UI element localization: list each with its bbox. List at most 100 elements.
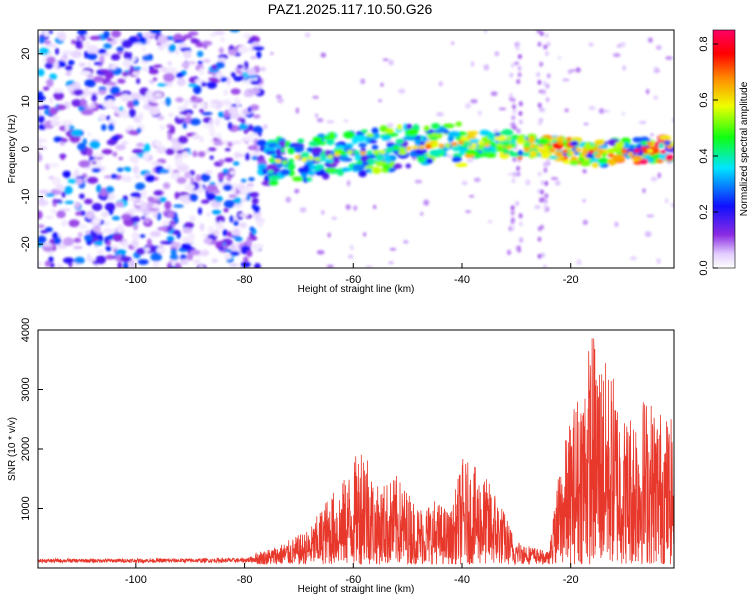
spectrogram-noise-blob bbox=[70, 50, 83, 59]
spectrogram-signal-blob bbox=[512, 134, 519, 139]
spectrogram-noise-blob bbox=[192, 104, 198, 109]
spectrogram-signal-core bbox=[444, 143, 451, 148]
spectrogram-noise-blob bbox=[57, 31, 67, 41]
colorbar-tick-label: 0.0 bbox=[698, 260, 710, 275]
spectrogram-noise-blob bbox=[162, 182, 171, 190]
spectrogram-noise-blob bbox=[215, 117, 221, 127]
spectrogram-noise-blob bbox=[152, 261, 160, 268]
spectrogram-signal-blob bbox=[292, 176, 304, 182]
spectrogram-y-tick-label: 0 bbox=[20, 146, 32, 152]
spectrogram-noise-blob bbox=[247, 145, 259, 151]
snr-x-tick-label: -100 bbox=[125, 574, 147, 586]
spectrogram-noise-blob bbox=[165, 148, 175, 156]
spectrogram-noise-blob bbox=[183, 98, 189, 108]
spectrogram-noise-blob bbox=[251, 197, 259, 205]
spectrogram-noise-blob bbox=[153, 92, 163, 98]
spectrogram-noise-blob bbox=[138, 37, 147, 42]
spectrogram-noise-blob bbox=[512, 157, 517, 163]
spectrogram-noise-blob bbox=[195, 174, 202, 182]
spectrogram-noise-blob bbox=[130, 215, 141, 223]
spectrogram-noise-blob bbox=[249, 226, 255, 232]
spectrogram-noise-blob bbox=[191, 134, 202, 140]
spectrogram-noise-blob bbox=[61, 191, 66, 198]
spectrogram-signal-blob bbox=[373, 133, 380, 139]
spectrogram-noise-blob bbox=[96, 249, 105, 255]
spectrogram-noise-blob bbox=[230, 72, 236, 78]
spectrogram-signal-blob bbox=[487, 132, 495, 140]
spectrogram-noise-blob bbox=[53, 236, 62, 245]
spectrogram-noise-blob bbox=[210, 99, 222, 104]
spectrogram-noise-blob bbox=[84, 198, 93, 205]
spectrogram-noise-blob bbox=[115, 201, 124, 208]
spectrogram-noise-blob bbox=[516, 171, 521, 177]
spectrogram-noise-blob bbox=[241, 80, 252, 85]
spectrogram-noise-blob bbox=[539, 224, 544, 230]
spectrogram-noise-blob bbox=[121, 241, 129, 248]
spectrogram-noise-blob bbox=[181, 61, 190, 69]
spectrogram-noise-blob bbox=[295, 107, 299, 114]
spectrogram-noise-blob bbox=[203, 43, 208, 50]
spectrogram-noise-blob bbox=[222, 184, 233, 191]
spectrogram-signal-blob bbox=[275, 144, 282, 150]
spectrogram-noise-blob bbox=[536, 72, 541, 78]
spectrogram-signal-blob bbox=[364, 165, 374, 170]
spectrogram-noise-blob bbox=[598, 108, 605, 114]
spectrogram-signal-core bbox=[555, 145, 562, 150]
snr-x-tick-label: -20 bbox=[563, 574, 579, 586]
spectrogram-noise-blob bbox=[68, 219, 80, 228]
spectrogram-noise-blob bbox=[209, 103, 218, 109]
spectrogram-signal-blob bbox=[300, 151, 310, 160]
spectrogram-noise-blob bbox=[93, 61, 103, 66]
spectrogram-noise-blob bbox=[451, 41, 455, 45]
spectrogram-signal-core bbox=[405, 146, 412, 151]
spectrogram-noise-blob bbox=[238, 213, 249, 217]
spectrogram-noise-blob bbox=[38, 235, 47, 244]
spectrogram-noise-blob bbox=[237, 64, 244, 69]
spectrogram-noise-blob bbox=[469, 195, 475, 198]
spectrogram-noise-blob bbox=[42, 243, 53, 247]
spectrogram-signal-core bbox=[497, 142, 504, 148]
spectrogram-noise-blob bbox=[570, 69, 576, 72]
spectrogram-y-axis: -20 -10 0 10 20 bbox=[20, 48, 43, 252]
spectrogram-noise-blob bbox=[72, 245, 83, 250]
spectrogram-noise-blob bbox=[46, 43, 58, 48]
spectrogram-noise-blob bbox=[121, 175, 133, 183]
spectrogram-noise-blob bbox=[120, 256, 133, 263]
spectrogram-signal-blob bbox=[405, 123, 413, 130]
snr-y-axis: 1000 2000 3000 4000 bbox=[20, 318, 43, 521]
spectrogram-noise-blob bbox=[142, 152, 150, 161]
spectrogram-noise-blob bbox=[106, 38, 114, 42]
spectrogram-noise-blob bbox=[62, 257, 75, 264]
spectrogram-noise-blob bbox=[79, 223, 88, 229]
spectrogram-noise-blob bbox=[38, 106, 45, 110]
spectrogram-noise-blob bbox=[134, 174, 141, 179]
snr-y-tick-label: 2000 bbox=[20, 437, 32, 461]
spectrogram-noise-blob bbox=[514, 61, 520, 66]
spectrogram-noise-blob bbox=[237, 184, 246, 191]
spectrogram-noise-blob bbox=[197, 61, 204, 65]
spectrogram-noise-blob bbox=[256, 220, 264, 228]
spectrogram-noise-blob bbox=[147, 196, 155, 202]
spectrogram-noise-blob bbox=[542, 264, 547, 268]
spectrogram-noise-blob bbox=[616, 44, 622, 48]
colorbar-gradient bbox=[712, 29, 736, 269]
spectrogram-noise-blob bbox=[518, 101, 523, 107]
spectrogram-signal-core bbox=[288, 158, 295, 163]
spectrogram-noise-blob bbox=[542, 89, 547, 95]
spectrogram-noise-blob bbox=[316, 118, 324, 123]
spectrogram-noise-blob bbox=[464, 102, 471, 109]
spectrogram-noise-blob bbox=[144, 247, 151, 252]
spectrogram-noise-blob bbox=[141, 189, 148, 199]
spectrogram-signal-core bbox=[425, 144, 432, 150]
spectrogram-signal-blob bbox=[360, 129, 368, 134]
spectrogram-noise-blob bbox=[71, 82, 79, 89]
spectrogram-noise-blob bbox=[169, 253, 179, 261]
spectrogram-signal-core bbox=[523, 143, 530, 148]
spectrogram-noise-blob bbox=[86, 253, 92, 263]
spectrogram-noise-blob bbox=[537, 102, 542, 108]
spectrogram-noise-blob bbox=[89, 139, 101, 149]
spectrogram-signal-core bbox=[594, 153, 601, 159]
spectrogram-noise-blob bbox=[83, 87, 90, 97]
spectrogram-noise-blob bbox=[518, 119, 523, 125]
spectrogram-noise-blob bbox=[118, 106, 124, 111]
